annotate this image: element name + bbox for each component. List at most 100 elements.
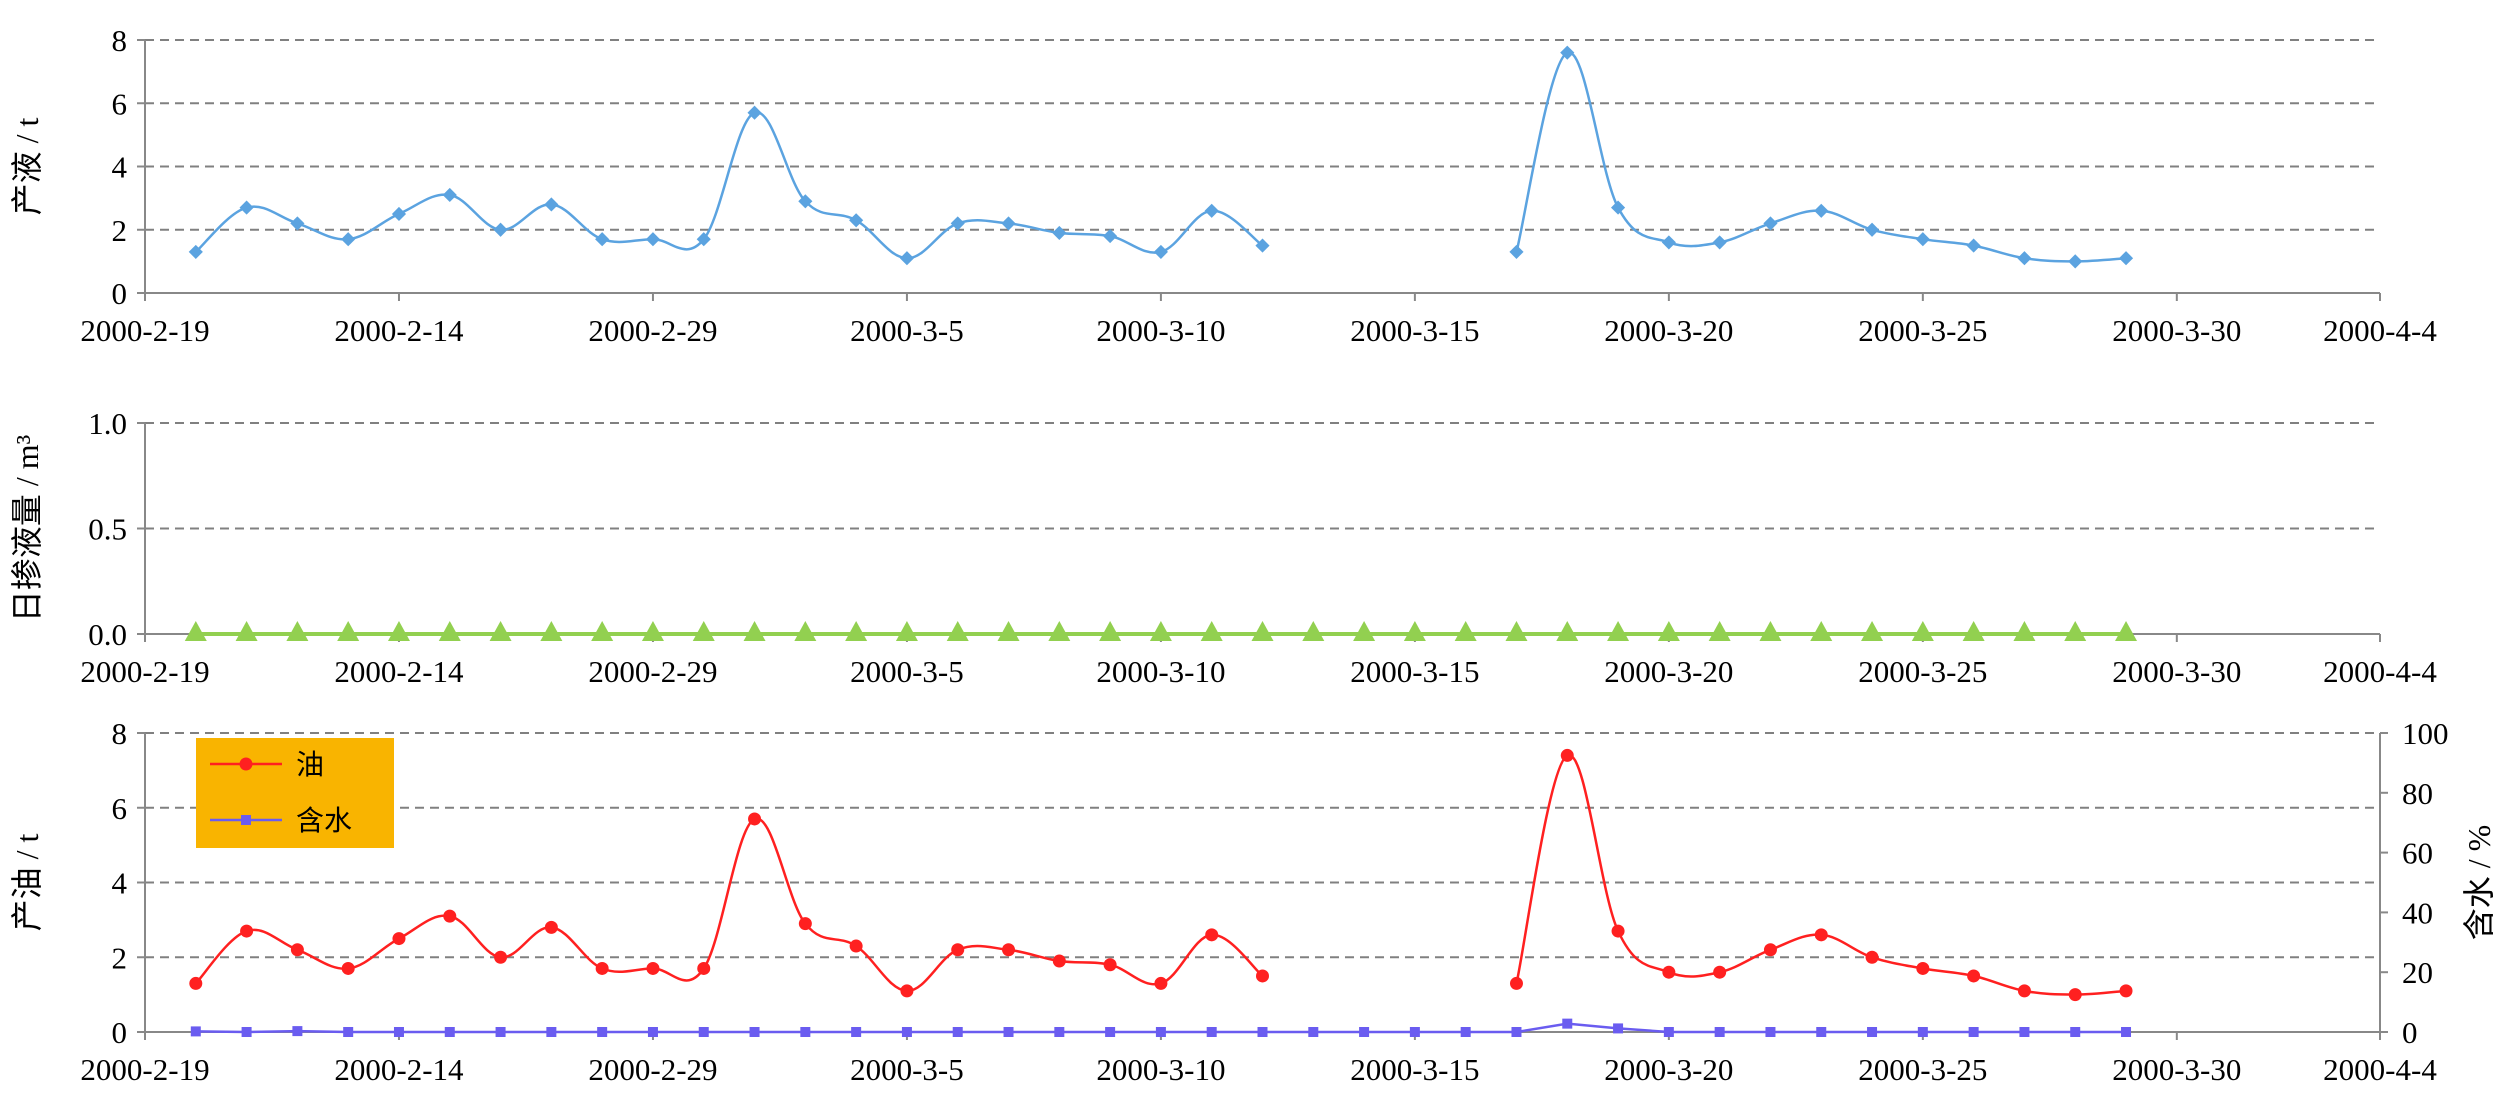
oil-y2tick-label: 0 [2402,1015,2418,1050]
blend-xtick-label: 2000-3-30 [2112,654,2241,689]
liquid-point [1661,235,1676,250]
liquid-point [493,222,508,237]
liquid-point [1814,203,1829,218]
oil-series-line [1515,754,2127,996]
liquid-xtick-label: 2000-2-29 [588,313,717,348]
water-point [647,1027,658,1037]
water-point [1155,1027,1166,1037]
liquid-ytick-label: 4 [112,150,128,185]
liquid-point [1763,216,1778,231]
blend-y-axis-title: 日掺液量 / m³ [9,435,45,622]
oil-y2tick-label: 100 [2402,716,2449,751]
liquid-point [290,216,305,231]
water-point [1816,1027,1827,1037]
oil-point [1560,748,1574,762]
oil-ytick-label: 4 [112,866,128,901]
blend-xtick-label: 2000-2-19 [80,654,209,689]
liquid-point [1560,45,1575,60]
water-point [343,1027,354,1037]
blend-point [946,621,969,641]
blend-xtick-label: 2000-2-29 [588,654,717,689]
oil-point [1865,950,1879,964]
liquid-point [747,105,762,120]
oil-point [189,976,203,990]
oil-xtick-label: 2000-3-30 [2112,1052,2241,1087]
oil-ytick-label: 0 [112,1015,128,1050]
oil-point [798,917,812,931]
blend-point [1251,621,1274,641]
liquid-point [442,187,457,203]
water-point [851,1027,862,1037]
blend-xtick-label: 2000-3-15 [1350,654,1479,689]
water-point [1460,1027,1471,1037]
liquid-ytick-label: 0 [112,276,128,311]
oil-y2-axis-title: 含水 / % [2461,825,2497,941]
water-point [2070,1027,2081,1037]
liquid-point [696,232,711,247]
oil-xtick-label: 2000-3-20 [1604,1052,1733,1087]
water-point [597,1027,608,1037]
liquid-point [1915,232,1930,247]
blend-point [184,621,207,641]
oil-point [1154,976,1168,990]
water-point [1359,1027,1370,1037]
liquid-ytick-label: 8 [112,23,128,58]
liquid-xtick-label: 2000-3-5 [850,313,964,348]
blend-xtick-label: 2000-3-5 [850,654,964,689]
oil-point [748,812,762,826]
oil-point [646,961,660,975]
liquid-point [1509,244,1524,259]
liquid-point [1204,203,1219,218]
oil-point [595,961,609,975]
blend-point [1505,621,1528,641]
liquid-xtick-label: 2000-2-14 [334,313,464,348]
water-point [800,1027,811,1037]
water-point [546,1027,557,1037]
oil-point [1814,928,1828,942]
water-point [1562,1018,1573,1029]
oil-point [1916,961,1930,975]
blend-point [1353,621,1376,641]
panel-oil: 0 2 4 6 8 2000-2-19 2000-2-14 2000-2-29 2000-3-5… [9,716,2497,1087]
oil-ytick-label: 6 [112,791,128,826]
water-point [749,1027,760,1037]
liquid-y-axis-title: 产液 / t [9,118,45,216]
liquid-point [188,244,203,259]
blend-point [692,621,715,641]
water-point [190,1026,201,1037]
blend-xtick-label: 2000-4-4 [2323,654,2437,689]
oil-point [341,961,355,975]
oil-point [392,932,406,946]
blend-ytick-label: 0.0 [88,617,127,652]
oil-point [1662,965,1676,979]
blend-point [591,621,614,641]
blend-point [337,621,360,641]
blend-point [1861,621,1884,641]
blend-point [997,621,1020,641]
water-point [1714,1027,1725,1037]
liquid-point [1864,222,1880,237]
oil-point [1002,943,1016,957]
water-point [1867,1027,1878,1037]
water-point [952,1027,963,1037]
blend-xtick-label: 2000-3-10 [1096,654,1225,689]
blend-point [895,621,918,641]
blend-point [2115,621,2138,641]
blend-point [1556,621,1579,641]
blend-point [1403,621,1426,641]
water-point [1105,1027,1116,1037]
oil-xtick-label: 2000-3-5 [850,1052,964,1087]
water-point [1663,1027,1674,1037]
liquid-series-line [194,111,1264,260]
oil-xtick-label: 2000-2-14 [334,1052,464,1087]
legend-water-label: 含水 [296,804,352,837]
liquid-xtick-label: 2000-3-15 [1350,313,1479,348]
blend-point [1302,621,1325,641]
liquid-point [1610,200,1626,215]
oil-xtick-label: 2000-3-15 [1350,1052,1479,1087]
water-point [2019,1027,2030,1037]
water-point [2121,1027,2132,1037]
liquid-point [2017,251,2032,266]
legend-box [196,738,394,848]
blend-point [489,621,512,641]
